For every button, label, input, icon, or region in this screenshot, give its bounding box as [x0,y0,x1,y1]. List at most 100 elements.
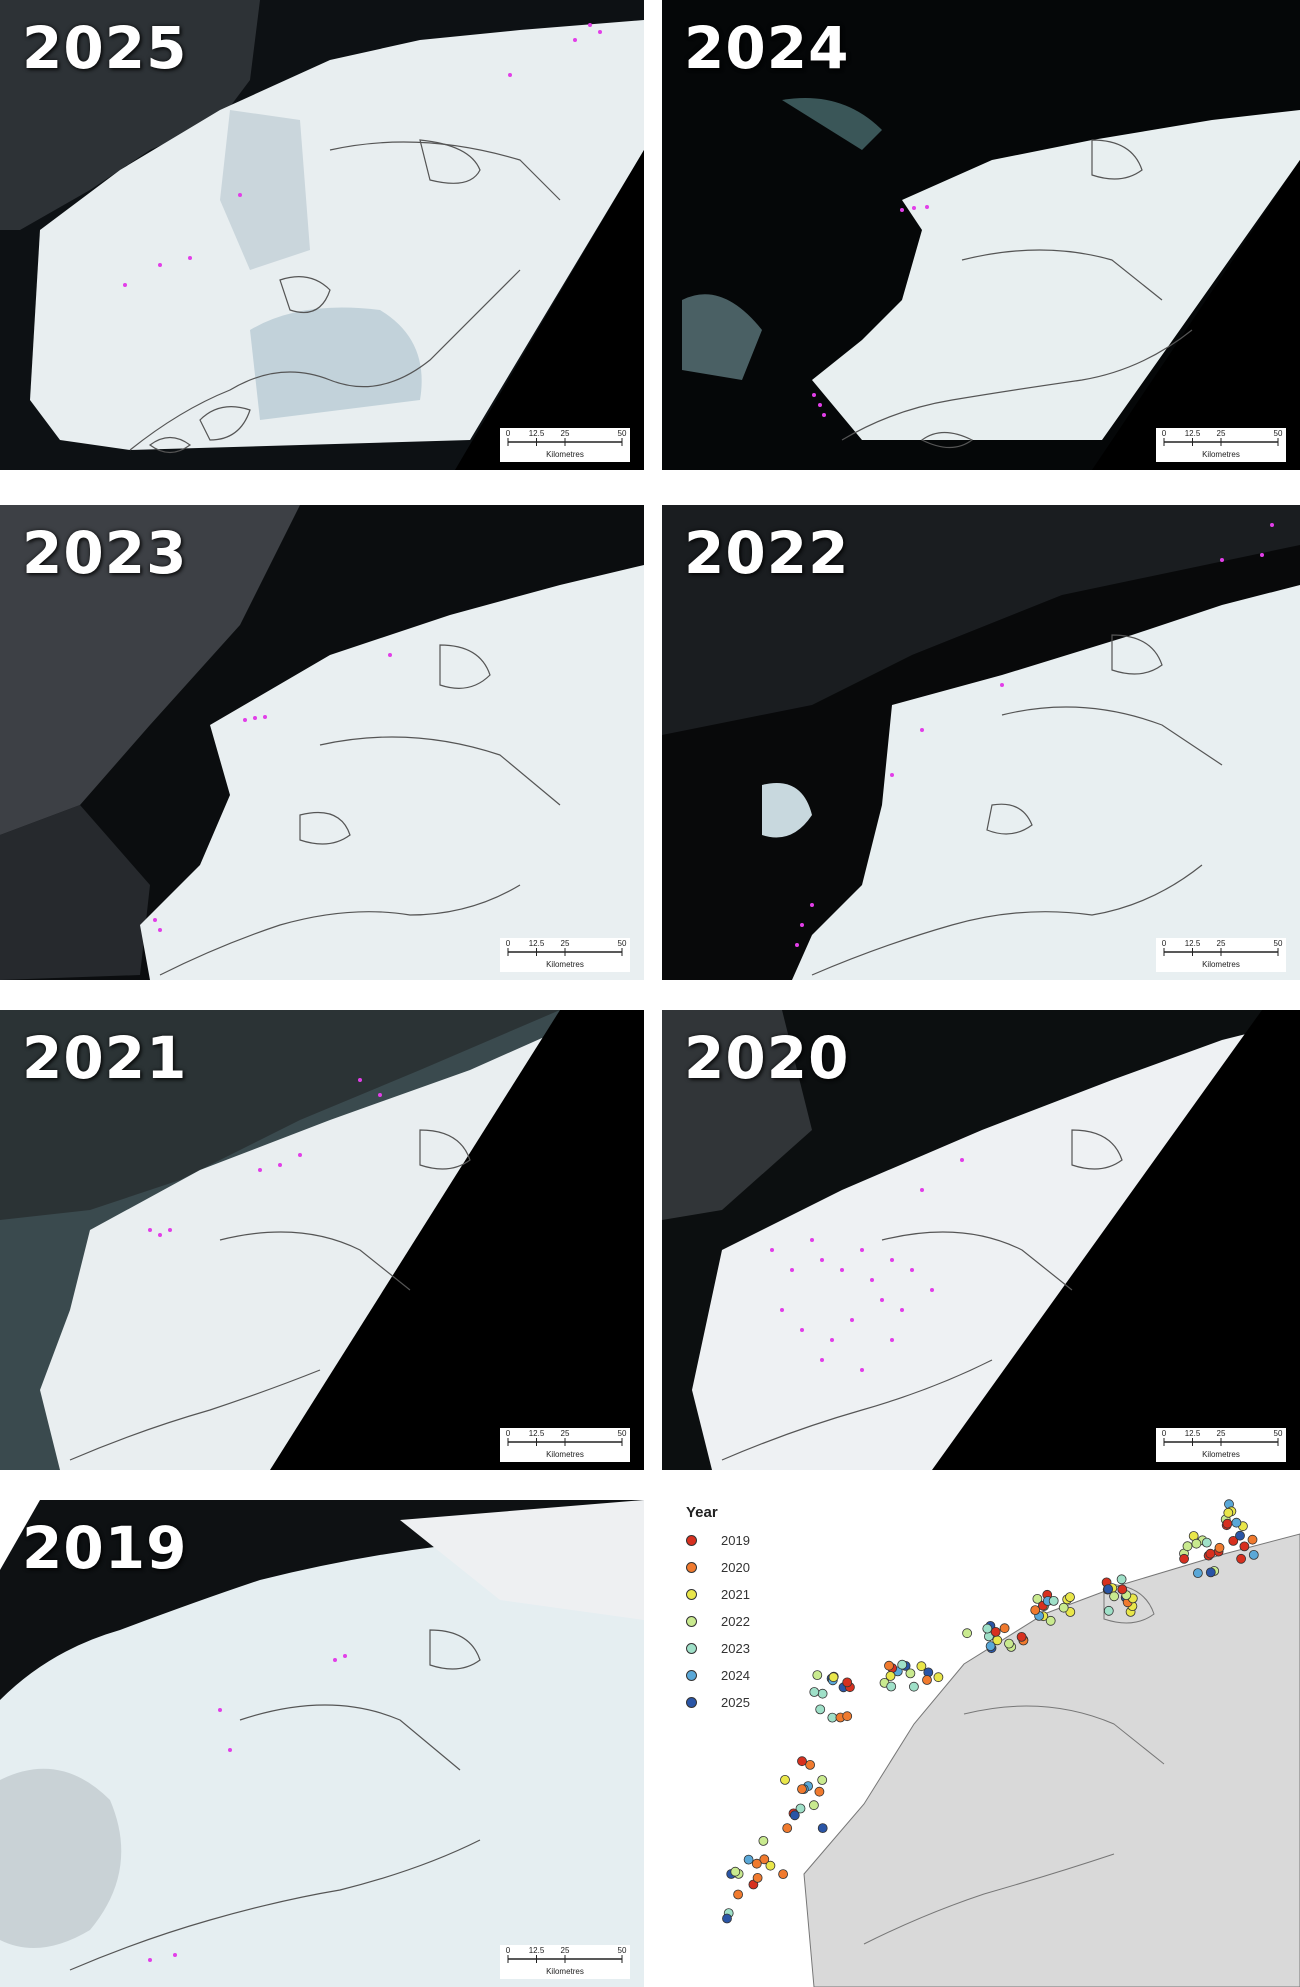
detection-points [153,653,392,932]
satellite-image [0,1500,644,1987]
scale-tick-label: 0 [506,939,511,948]
year-point [815,1704,826,1715]
year-point [885,1671,896,1681]
scale-bar-graphic: 0 12.5 25 50 Kilometres [1162,429,1283,459]
year-point [797,1784,807,1795]
scale-tick-label: 0 [1162,429,1167,438]
scale-tick-label: 12.5 [1185,429,1201,438]
year-point [1247,1534,1258,1545]
legend-swatch [686,1562,697,1573]
year-point [1193,1568,1203,1578]
detection-points [123,23,602,287]
legend-label: 2024 [721,1668,750,1683]
scale-tick-label: 12.5 [529,1946,545,1955]
scale-tick-label: 12.5 [529,1429,545,1438]
scale-tick-label: 50 [618,429,627,438]
map-panel-2020: 2020 0 12.5 25 50 Kilometres [662,1010,1300,1470]
legend-label: 2022 [721,1614,750,1629]
scale-tick-label: 12.5 [529,939,545,948]
year-point [842,1677,853,1688]
year-point [782,1823,793,1834]
detection-points [770,1158,964,1372]
scale-tick-label: 50 [618,939,627,948]
year-point [897,1659,908,1670]
year-point [797,1756,807,1767]
year-label: 2024 [684,14,850,82]
year-point [990,1626,1001,1637]
year-point [1030,1605,1041,1616]
year-point [1201,1537,1212,1548]
year-point [817,1688,828,1699]
year-point [758,1835,769,1846]
scale-tick-label: 12.5 [1185,939,1201,948]
year-point [1205,1567,1216,1578]
year-label: 2025 [22,14,188,82]
year-point [817,1823,828,1834]
year-point [722,1913,732,1924]
legend-item: 2021 [686,1581,750,1608]
year-point [1065,1592,1075,1602]
year-point [999,1623,1010,1634]
year-point [1032,1594,1043,1604]
year-point [1004,1638,1014,1649]
year-point [828,1672,839,1683]
scale-bar-graphic: 0 12.5 25 50 Kilometres [1162,939,1283,969]
year-label: 2023 [22,519,188,587]
scale-bar: 0 12.5 25 50 Kilometres [1156,938,1286,972]
legend-label: 2020 [721,1560,750,1575]
year-label: 2021 [22,1024,188,1092]
legend-item: 2022 [686,1608,750,1635]
year-point [1231,1517,1242,1528]
year-point [1239,1541,1250,1552]
year-point [812,1670,823,1681]
scale-tick-label: 25 [561,1946,570,1955]
legend-item: 2024 [686,1662,750,1689]
scale-bar: 0 12.5 25 50 Kilometres [500,1428,630,1462]
year-point [884,1660,894,1671]
satellite-image [662,0,1300,470]
scale-unit-label: Kilometres [1202,960,1240,969]
year-label: 2019 [22,1514,188,1582]
year-point [751,1858,762,1869]
year-point [962,1628,973,1639]
satellite-image [662,505,1300,980]
scale-bar: 0 12.5 25 50 Kilometres [1156,428,1286,462]
scale-tick-label: 0 [1162,939,1167,948]
map-panel-2023: 2023 0 12.5 25 50 Kilometres [0,505,644,980]
satellite-image [0,505,644,980]
year-point [1235,1530,1245,1541]
year-point [1222,1518,1233,1529]
year-point [1109,1591,1120,1602]
scale-unit-label: Kilometres [546,1450,584,1459]
year-point [1182,1541,1193,1552]
year-point [1248,1550,1259,1560]
year-point [933,1672,944,1683]
scale-tick-label: 50 [1274,1429,1283,1438]
scale-bar: 0 12.5 25 50 Kilometres [500,1945,630,1979]
legend-label: 2019 [721,1533,750,1548]
year-point [1228,1536,1239,1546]
scale-bar: 0 12.5 25 50 Kilometres [1156,1428,1286,1462]
scale-bar: 0 12.5 25 50 Kilometres [500,428,630,462]
detection-points [795,523,1274,947]
scale-tick-label: 0 [1162,1429,1167,1438]
year-point [809,1687,820,1697]
scale-tick-label: 25 [1217,429,1226,438]
satellite-image [662,1010,1300,1470]
detection-points [148,1654,347,1962]
year-point [759,1854,770,1865]
legend-swatch [686,1697,697,1708]
map-panel-2022: 2022 0 12.5 25 50 Kilometres [662,505,1300,980]
scale-bar-graphic: 0 12.5 25 50 Kilometres [506,1429,627,1459]
year-point [765,1860,776,1871]
legend-swatch [686,1616,697,1627]
scale-unit-label: Kilometres [1202,450,1240,459]
year-point [922,1675,932,1685]
year-point [982,1623,993,1634]
year-point [905,1668,916,1679]
year-point [789,1810,800,1821]
year-point [795,1803,806,1814]
year-point [1016,1631,1027,1642]
scale-bar-graphic: 0 12.5 25 50 Kilometres [506,429,627,459]
legend-item: 2025 [686,1689,750,1716]
